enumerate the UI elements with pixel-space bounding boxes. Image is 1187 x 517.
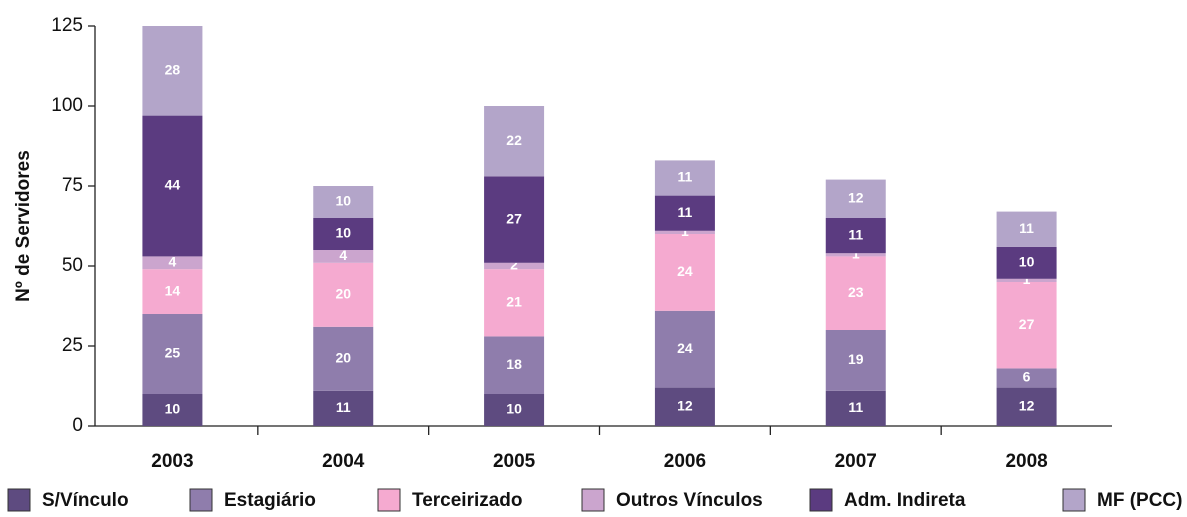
value-label: 1 — [852, 246, 860, 262]
value-label: 44 — [165, 177, 181, 193]
bar-segment — [654, 387, 715, 426]
bar-segment — [825, 218, 886, 254]
value-label: 20 — [335, 286, 351, 302]
bar-segment — [142, 269, 203, 314]
value-label: 6 — [1023, 369, 1031, 385]
value-label: 27 — [506, 210, 522, 226]
value-label: 11 — [678, 204, 693, 220]
x-tick-label: 2007 — [835, 451, 877, 472]
bar-segment — [313, 186, 374, 218]
value-label: 18 — [506, 356, 522, 372]
x-tick-label: 2008 — [1005, 451, 1047, 472]
bar-segment — [313, 250, 374, 263]
bar-segment — [654, 230, 715, 234]
value-label: 24 — [677, 340, 693, 356]
bar-segment — [484, 336, 545, 394]
legend-swatch — [581, 488, 605, 512]
value-label: 2 — [510, 257, 518, 273]
x-tick-label: 2004 — [322, 451, 365, 472]
value-label: 11 — [848, 399, 863, 415]
legend-swatch — [189, 488, 213, 512]
value-label: 27 — [1019, 316, 1035, 332]
bar-segment — [654, 310, 715, 388]
value-label: 4 — [339, 247, 347, 263]
bar-segment — [996, 211, 1057, 247]
bar-segment — [313, 390, 374, 426]
value-label: 10 — [165, 401, 181, 417]
bar-segment — [654, 195, 715, 231]
y-tick-label: 25 — [62, 335, 83, 356]
legend-label: S/Vínculo — [42, 490, 129, 511]
legend-swatch — [1062, 488, 1086, 512]
value-label: 23 — [848, 284, 864, 300]
value-label: 19 — [848, 351, 864, 367]
value-label: 1 — [681, 223, 689, 239]
bar-segment — [484, 176, 545, 263]
bar-segment — [996, 282, 1057, 369]
value-label: 11 — [1019, 220, 1034, 236]
legend-swatch — [809, 488, 833, 512]
bar-segment — [313, 326, 374, 391]
x-tick-label: 2005 — [493, 451, 536, 472]
bar-segment — [825, 330, 886, 391]
value-label: 1 — [1023, 271, 1031, 287]
bar-segment — [996, 278, 1057, 282]
value-label: 25 — [165, 345, 181, 361]
x-tick-label: 2006 — [664, 451, 706, 472]
legend-label: MF (PCC) — [1097, 490, 1182, 511]
bar-segment — [996, 246, 1057, 279]
y-tick-label: 125 — [51, 15, 83, 36]
y-axis-label: Nº de Servidores — [13, 150, 34, 302]
value-label: 24 — [677, 263, 693, 279]
bar-segment — [825, 390, 886, 426]
bar-segment — [825, 256, 886, 330]
value-label: 22 — [506, 132, 522, 148]
value-label: 12 — [848, 190, 864, 206]
bar-segment — [484, 262, 545, 270]
value-label: 12 — [677, 398, 693, 414]
value-label: 21 — [506, 294, 522, 310]
legend-label: Adm. Indireta — [844, 490, 966, 511]
bar-segment — [484, 269, 545, 337]
legend-label: Estagiário — [224, 490, 316, 511]
bar-segment — [654, 234, 715, 311]
y-tick-label: 100 — [51, 95, 83, 116]
bar-segment — [825, 253, 886, 257]
value-label: 10 — [335, 193, 351, 209]
bar-segment — [654, 160, 715, 196]
bar-segment — [142, 26, 203, 116]
legend-label: Terceirizado — [412, 490, 523, 511]
bar-segment — [313, 262, 374, 327]
value-label: 10 — [506, 401, 522, 417]
value-label: 14 — [165, 282, 181, 298]
bar-segment — [142, 115, 203, 257]
bar-segment — [313, 218, 374, 250]
bar-segment — [996, 387, 1057, 426]
value-label: 4 — [169, 254, 177, 270]
bar-segment — [484, 106, 545, 177]
bar-segment — [825, 179, 886, 218]
y-tick-label: 75 — [62, 175, 83, 196]
value-label: 10 — [335, 225, 351, 241]
bar-segment — [484, 394, 545, 426]
legend-swatch — [377, 488, 401, 512]
x-tick-label: 2003 — [151, 451, 193, 472]
value-label: 10 — [1019, 254, 1035, 270]
bar-segment — [142, 314, 203, 394]
value-label: 11 — [678, 169, 693, 185]
bar-segment — [142, 394, 203, 426]
bar-segment — [996, 368, 1057, 388]
value-label: 11 — [336, 399, 351, 415]
y-tick-label: 50 — [62, 255, 83, 276]
legend-label: Outros Vínculos — [616, 490, 763, 511]
bar-segment — [142, 256, 203, 270]
value-label: 28 — [165, 62, 181, 78]
legend-swatch — [7, 488, 31, 512]
value-label: 20 — [335, 350, 351, 366]
y-tick-label: 0 — [72, 415, 83, 436]
value-label: 12 — [1019, 398, 1035, 414]
value-label: 11 — [848, 226, 863, 242]
